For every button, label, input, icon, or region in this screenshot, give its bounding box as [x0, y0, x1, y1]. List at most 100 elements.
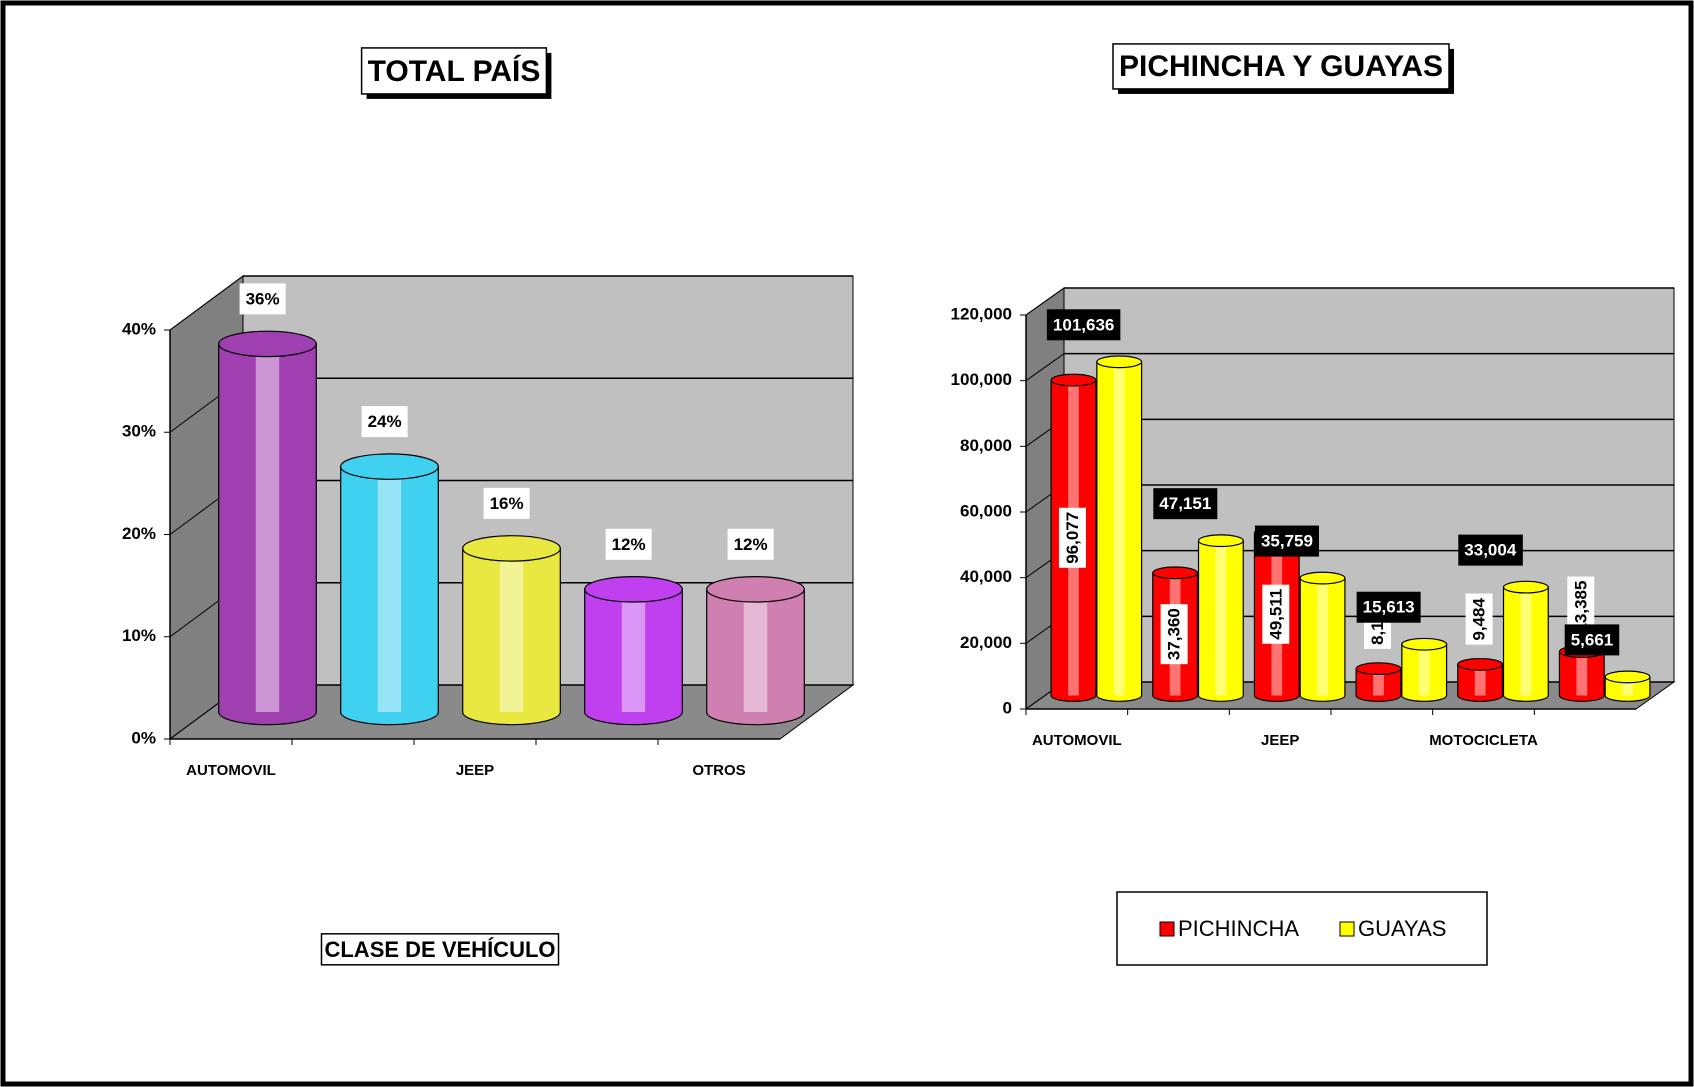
text-box: [239, 283, 286, 315]
bar-shine: [743, 589, 768, 712]
text-box: [1046, 309, 1121, 341]
bar-shine: [1622, 676, 1633, 696]
bar-shine: [255, 343, 280, 712]
legend-box: [1116, 891, 1488, 966]
y-tick-label: 80,000: [960, 436, 1012, 455]
value-label: 16%: [490, 494, 524, 513]
bar-body: [1604, 676, 1651, 702]
grid-line-side: [1025, 353, 1065, 382]
value-label: 101,636: [1053, 315, 1114, 334]
bar-top: [1197, 534, 1244, 548]
y-tick-label: 0%: [131, 728, 156, 747]
text-box: [1465, 593, 1493, 645]
x-tick-label: AUTOMOVIL: [1032, 732, 1122, 749]
text-box: [1564, 624, 1620, 656]
bar-top: [584, 576, 683, 603]
bar-shine: [1474, 664, 1486, 696]
bar-body: [462, 547, 561, 726]
bar-body: [1401, 643, 1448, 702]
text-box: [1262, 584, 1290, 644]
bar: [1401, 637, 1448, 702]
bar: [1096, 355, 1143, 702]
bar-body: [1502, 586, 1549, 702]
bar-shine: [1113, 361, 1125, 696]
value-label: 13,385: [1571, 581, 1590, 633]
text-box: [1254, 525, 1319, 557]
y-tick-label: 10%: [122, 626, 156, 645]
x-axis-label: CLASE DE VEHÍCULO: [324, 937, 555, 962]
value-label: 12%: [612, 535, 646, 554]
bar-body: [1096, 361, 1143, 702]
bar-body: [584, 588, 683, 726]
bar-shine: [1520, 587, 1532, 696]
value-label: 47,151: [1159, 494, 1211, 513]
text-box: [1458, 534, 1523, 566]
value-label: 5,661: [1571, 630, 1614, 649]
y-tick-label: 120,000: [951, 304, 1012, 323]
bar-body: [218, 343, 317, 726]
bar: [462, 535, 561, 726]
text-box: [605, 528, 652, 560]
bar-top: [1299, 571, 1346, 585]
legend-swatch: [1159, 921, 1175, 937]
y-tick-label: 40%: [122, 319, 156, 338]
text-box: [320, 933, 560, 966]
text-box: [361, 406, 408, 438]
value-label: 9,484: [1470, 598, 1489, 641]
value-label: 35,759: [1261, 532, 1313, 551]
bar: [1197, 534, 1244, 702]
bar-body: [1457, 663, 1504, 702]
bar-shine: [1215, 540, 1227, 696]
text-box: [1356, 591, 1421, 623]
bar-top: [340, 453, 439, 480]
bar-top: [706, 576, 805, 603]
text-box: [1153, 488, 1218, 520]
text-box: [1058, 507, 1086, 568]
y-tick-label: 60,000: [960, 501, 1012, 520]
value-label: 15,613: [1363, 598, 1415, 617]
bar-top: [1401, 637, 1448, 651]
x-tick-label: JEEP: [1261, 732, 1299, 749]
x-tick-label: OTROS: [692, 762, 745, 779]
text-box: [1112, 43, 1450, 90]
bar-top: [1152, 566, 1199, 580]
x-tick-label: AUTOMOVIL: [186, 762, 276, 779]
y-tick-label: 20%: [122, 524, 156, 543]
bar-shine: [377, 466, 402, 712]
legend-label: GUAYAS: [1358, 916, 1446, 941]
y-tick-label: 40,000: [960, 567, 1012, 586]
bar-top: [1096, 355, 1143, 369]
bar: [1502, 580, 1549, 702]
bar-top: [218, 330, 317, 358]
bar-body: [340, 466, 439, 726]
y-tick-label: 30%: [122, 422, 156, 441]
legend-label: PICHINCHA: [1178, 916, 1299, 941]
value-label: 12%: [734, 535, 768, 554]
bar-shine: [1576, 651, 1588, 696]
value-label: 24%: [368, 412, 402, 431]
value-label: 37,360: [1165, 608, 1184, 660]
value-label: 49,511: [1266, 589, 1285, 640]
bar: [584, 576, 683, 726]
text-box: [360, 47, 548, 95]
bar-top: [1355, 662, 1402, 676]
chart-title: TOTAL PAÍS: [368, 54, 541, 88]
bar-body: [1197, 540, 1244, 702]
text-box: [1567, 576, 1595, 637]
bar-shine: [621, 589, 646, 712]
bar: [706, 576, 805, 726]
y-tick-label: 0: [1003, 698, 1012, 717]
bar-top: [1050, 373, 1097, 387]
bar: [1355, 662, 1402, 702]
grid-line-side: [1025, 287, 1065, 316]
bar-top: [1604, 670, 1651, 684]
y-tick-label: 100,000: [951, 370, 1012, 389]
bar-body: [1299, 577, 1346, 702]
x-tick-label: JEEP: [456, 762, 494, 779]
bar-top: [1457, 657, 1504, 671]
bar-body: [1355, 668, 1402, 702]
x-tick-label: MOTOCICLETA: [1429, 732, 1538, 749]
bar: [340, 453, 439, 726]
legend-swatch: [1339, 921, 1355, 937]
